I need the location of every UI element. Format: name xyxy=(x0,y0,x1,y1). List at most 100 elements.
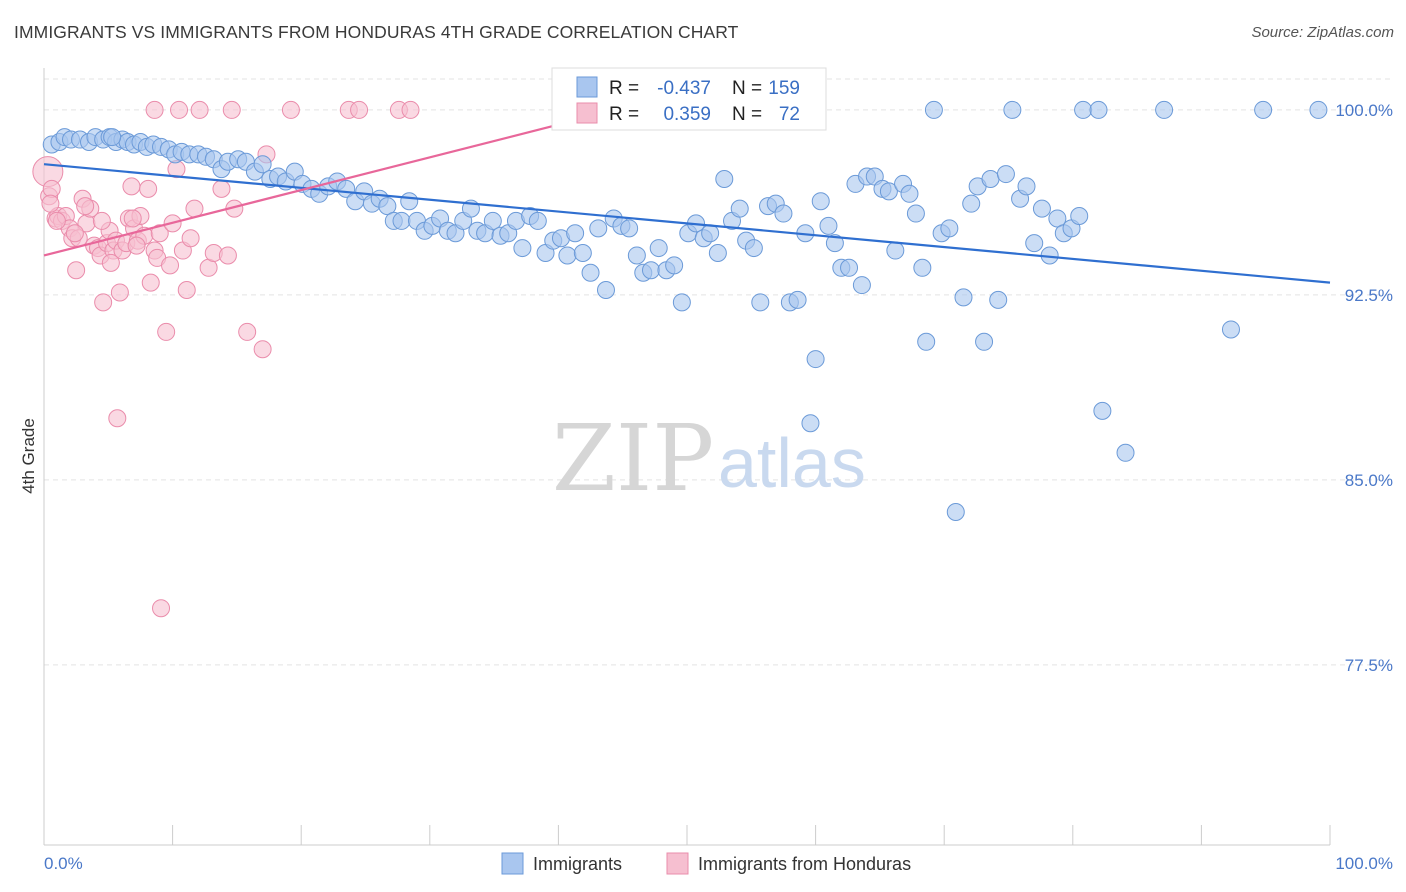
immigrants-point[interactable] xyxy=(708,244,727,262)
honduras-point[interactable] xyxy=(253,340,272,359)
honduras-point[interactable] xyxy=(145,100,164,119)
legend-label-honduras[interactable]: Immigrants from Honduras xyxy=(698,854,911,874)
honduras-point[interactable] xyxy=(65,224,84,243)
immigrants-point[interactable] xyxy=(103,128,122,147)
immigrants-point[interactable] xyxy=(962,194,981,213)
immigrants-point[interactable] xyxy=(392,211,411,230)
legend-swatch-immigrants[interactable] xyxy=(501,852,524,875)
honduras-point[interactable] xyxy=(181,229,200,248)
immigrants-point[interactable] xyxy=(665,256,684,275)
immigrants-point[interactable] xyxy=(1254,100,1273,119)
immigrants-point[interactable] xyxy=(1309,100,1328,119)
immigrants-point[interactable] xyxy=(1155,100,1174,119)
honduras-point[interactable] xyxy=(94,293,113,312)
immigrants-point[interactable] xyxy=(627,246,646,265)
honduras-point[interactable] xyxy=(190,100,209,119)
immigrants-point[interactable] xyxy=(886,241,905,260)
honduras-point[interactable] xyxy=(141,273,160,292)
honduras-point[interactable] xyxy=(401,100,420,119)
immigrants-point[interactable] xyxy=(715,170,734,188)
immigrants-point[interactable] xyxy=(940,219,959,238)
honduras-point[interactable] xyxy=(139,179,158,198)
immigrants-point[interactable] xyxy=(806,350,825,369)
immigrants-point[interactable] xyxy=(573,244,592,262)
immigrants-point[interactable] xyxy=(400,192,419,211)
honduras-point[interactable] xyxy=(92,211,111,230)
honduras-point[interactable] xyxy=(41,194,60,213)
immigrants-point[interactable] xyxy=(1093,401,1112,420)
immigrants-point[interactable] xyxy=(989,290,1008,309)
immigrants-point[interactable] xyxy=(981,170,1000,188)
immigrants-point[interactable] xyxy=(378,197,397,216)
immigrants-point[interactable] xyxy=(620,219,639,238)
immigrants-point[interactable] xyxy=(825,234,844,253)
immigrants-point[interactable] xyxy=(751,293,770,312)
honduras-point[interactable] xyxy=(222,100,241,119)
honduras-point[interactable] xyxy=(170,100,189,119)
honduras-point[interactable] xyxy=(218,246,237,265)
immigrants-point[interactable] xyxy=(1025,234,1044,253)
immigrants-point[interactable] xyxy=(566,224,585,243)
immigrants-point[interactable] xyxy=(1070,207,1089,225)
immigrants-point[interactable] xyxy=(641,261,660,280)
honduras-point[interactable] xyxy=(47,211,66,230)
immigrants-point[interactable] xyxy=(975,332,994,351)
immigrants-point[interactable] xyxy=(1116,443,1135,462)
legend-label-immigrants[interactable]: Immigrants xyxy=(533,854,622,874)
honduras-point[interactable] xyxy=(350,100,369,119)
immigrants-point[interactable] xyxy=(840,258,859,277)
honduras-point[interactable] xyxy=(123,209,142,228)
honduras-point[interactable] xyxy=(185,199,204,218)
immigrants-point[interactable] xyxy=(483,211,502,230)
immigrants-point[interactable] xyxy=(801,414,820,433)
immigrants-point[interactable] xyxy=(672,293,691,312)
immigrants-point[interactable] xyxy=(730,199,749,218)
honduras-point[interactable] xyxy=(76,197,95,216)
immigrants-point[interactable] xyxy=(649,239,668,258)
legend-swatch-honduras[interactable] xyxy=(666,852,689,875)
honduras-point[interactable] xyxy=(212,179,231,198)
immigrants-point[interactable] xyxy=(558,246,577,265)
honduras-point[interactable] xyxy=(281,100,300,119)
immigrants-point[interactable] xyxy=(954,288,973,307)
immigrants-point[interactable] xyxy=(744,239,763,258)
immigrants-point[interactable] xyxy=(528,211,547,230)
immigrants-point[interactable] xyxy=(1032,199,1051,218)
immigrants-point[interactable] xyxy=(589,219,608,238)
immigrants-point[interactable] xyxy=(1074,100,1093,119)
immigrants-point[interactable] xyxy=(513,239,532,258)
honduras-point[interactable] xyxy=(127,236,146,255)
immigrants-point[interactable] xyxy=(900,184,919,203)
immigrants-point[interactable] xyxy=(701,224,720,243)
immigrants-point[interactable] xyxy=(852,276,871,295)
honduras-point[interactable] xyxy=(101,253,120,272)
immigrants-point[interactable] xyxy=(774,204,793,223)
honduras-point[interactable] xyxy=(122,177,141,196)
immigrants-point[interactable] xyxy=(1017,177,1036,196)
immigrants-point[interactable] xyxy=(946,503,965,521)
honduras-point[interactable] xyxy=(177,281,196,299)
immigrants-point[interactable] xyxy=(924,100,943,119)
immigrants-point[interactable] xyxy=(788,290,807,309)
honduras-point[interactable] xyxy=(161,256,180,275)
immigrants-point[interactable] xyxy=(996,165,1015,184)
immigrants-point[interactable] xyxy=(917,332,936,351)
honduras-point[interactable] xyxy=(67,261,86,280)
immigrants-point[interactable] xyxy=(1003,100,1022,119)
honduras-point[interactable] xyxy=(110,283,129,302)
immigrants-point[interactable] xyxy=(1089,100,1108,119)
immigrants-point[interactable] xyxy=(253,155,272,174)
immigrants-point[interactable] xyxy=(913,258,932,277)
immigrants-point[interactable] xyxy=(596,281,615,299)
honduras-point[interactable] xyxy=(157,322,176,341)
immigrants-point[interactable] xyxy=(819,216,838,235)
honduras-point[interactable] xyxy=(108,409,127,428)
immigrants-point[interactable] xyxy=(811,192,830,211)
honduras-point[interactable] xyxy=(238,322,257,341)
immigrants-point[interactable] xyxy=(1048,209,1067,228)
immigrants-point[interactable] xyxy=(879,182,898,201)
honduras-point[interactable] xyxy=(152,599,171,618)
immigrants-point[interactable] xyxy=(581,263,600,282)
honduras-point[interactable] xyxy=(150,224,169,243)
immigrants-point[interactable] xyxy=(906,204,925,223)
